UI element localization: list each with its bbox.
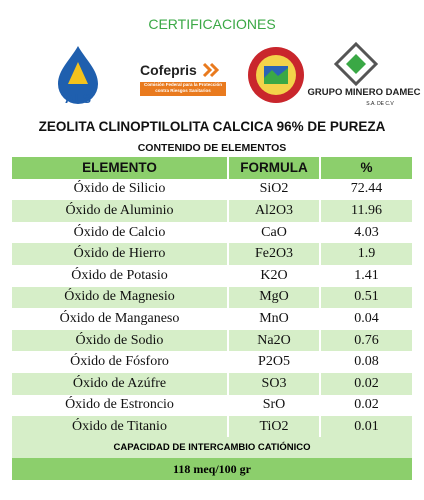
table-cell: Óxido de Sodio [12, 329, 228, 352]
table-cell: 72.44 [319, 178, 412, 201]
table-row: Óxido de Hierro Fe2O3 1.9 [12, 243, 412, 265]
table-cell: Al2O3 [227, 200, 320, 222]
table-cell: SrO [227, 394, 320, 417]
table-cell: SO3 [227, 372, 320, 395]
damec-sub: S.A. DE C.V [366, 101, 394, 107]
table-row: Óxido de Fósforo P2O5 0.08 [12, 351, 412, 373]
cofepris-text: Cofepris [140, 62, 197, 78]
als-text: ALS [65, 91, 91, 106]
table-cell: CaO [227, 221, 320, 244]
table-cell: 1.41 [319, 264, 412, 287]
table-cell: SiO2 [227, 178, 320, 201]
seal-logo [248, 47, 304, 103]
table-row: Óxido de Manganeso MnO 0.04 [12, 308, 412, 330]
table-cell: Óxido de Silicio [12, 178, 228, 201]
table-cell: Óxido de Titanio [12, 416, 228, 438]
table-cell: 0.02 [319, 372, 412, 395]
table-row: Óxido de Estroncio SrO 0.02 [12, 394, 412, 417]
table-cell: 0.76 [319, 329, 412, 352]
table-cell: 1.9 [319, 243, 412, 265]
table-cell: K2O [227, 264, 320, 287]
table-row: Óxido de Titanio TiO2 0.01 [12, 416, 412, 438]
table-cell: TiO2 [227, 416, 320, 438]
elements-table: ELEMENTO FORMULA% Óxido de Silicio SiO2 72.… [12, 157, 412, 438]
table-cell: 0.02 [319, 394, 412, 417]
column-header: ELEMENTO [12, 157, 228, 179]
table-row: Óxido de Azúfre SO3 0.02 [12, 372, 412, 395]
table-cell: Fe2O3 [227, 243, 320, 265]
table-cell: Óxido de Hierro [12, 243, 228, 265]
table-cell: 11.96 [319, 200, 412, 222]
damec-logo: GRUPO MINERO DAMEC S.A. DE C.V [308, 42, 421, 107]
table-cell: 0.04 [319, 308, 412, 330]
table-cell: Óxido de Aluminio [12, 200, 228, 222]
als-logo: ALS [58, 46, 98, 106]
capacity-label: CAPACIDAD DE INTERCAMBIO CATIÓNICO [12, 437, 412, 458]
column-header: FORMULA [227, 157, 320, 179]
table-row: Óxido de Aluminio Al2O3 11.96 [12, 200, 412, 222]
cofepris-caption: Comisión Federal para la Protección cont… [143, 82, 223, 93]
table-cell: Óxido de Magnesio [12, 286, 228, 309]
subheading: CONTENIDO DE ELEMENTOS [137, 142, 287, 154]
table-cell: Na2O [227, 329, 320, 352]
table-cell: MnO [227, 308, 320, 330]
table-row: Óxido de Silicio SiO2 72.44 [12, 178, 412, 201]
table-row: Óxido de Sodio Na2O 0.76 [12, 329, 412, 352]
table-cell: 4.03 [319, 221, 412, 244]
table-cell: Óxido de Manganeso [12, 308, 228, 330]
header-row: ELEMENTO FORMULA% [12, 157, 412, 179]
table-cell: Óxido de Estroncio [12, 394, 228, 417]
table-row: Óxido de Potasio K2O 1.41 [12, 264, 412, 287]
table-cell: 0.01 [319, 416, 412, 438]
table-cell: 0.51 [319, 286, 412, 309]
table-cell: Óxido de Calcio [12, 221, 228, 244]
heading: ZEOLITA CLINOPTILOLITA CALCICA 96% DE PU… [38, 119, 386, 134]
table-cell: MgO [227, 286, 320, 309]
table-cell: Óxido de Azúfre [12, 372, 228, 395]
title: CERTIFICACIONES [148, 16, 276, 32]
damec-text: GRUPO MINERO DAMEC [308, 87, 421, 98]
cofepris-logo: Cofepris Comisión Federal para la Protec… [140, 62, 226, 96]
table-cell: 0.08 [319, 351, 412, 373]
table-row: Óxido de Calcio CaO 4.03 [12, 221, 412, 244]
logos: ALS Cofepris Comisión Federal para la Pr… [58, 42, 421, 107]
table-cell: P2O5 [227, 351, 320, 373]
capacity-value: 118 meq/100 gr [12, 458, 412, 480]
column-header: % [319, 157, 412, 179]
table-row: Óxido de Magnesio MgO 0.51 [12, 286, 412, 309]
table-cell: Óxido de Potasio [12, 264, 228, 287]
table-cell: Óxido de Fósforo [12, 351, 228, 373]
